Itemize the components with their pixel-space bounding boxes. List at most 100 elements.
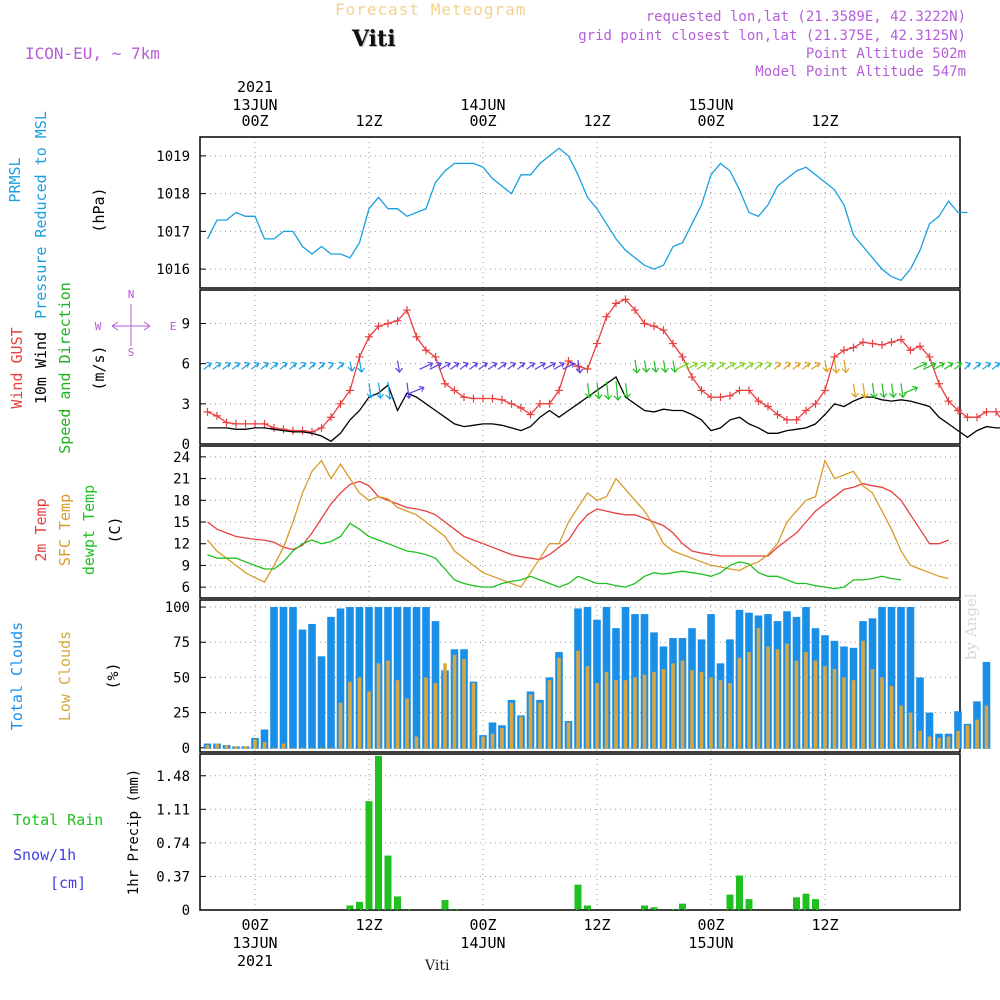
gust-marker: [707, 393, 715, 402]
wind-direction-arrow: [453, 361, 460, 368]
series-line-sfc-temp: [207, 458, 949, 588]
wind-direction-arrow: [615, 380, 619, 400]
wind-direction-arrow: [739, 361, 746, 368]
series-line-pressure: [206, 147, 968, 282]
total-cloud-bar: [327, 616, 335, 749]
total-cloud-bar: [954, 711, 962, 749]
gust-marker: [688, 373, 696, 382]
gust-marker: [650, 322, 658, 331]
wind-direction-arrow: [900, 383, 904, 398]
wind-direction-arrow: [272, 361, 279, 368]
wind-direction-arrow: [810, 362, 821, 370]
gust-marker: [973, 413, 981, 422]
rain-bar: [793, 897, 800, 910]
low-cloud-bar: [424, 677, 428, 749]
gust-marker: [773, 410, 782, 419]
precip-legend-label: Snow/1h: [13, 846, 76, 864]
rain-bar: [812, 899, 819, 910]
wind-direction-arrow: [729, 361, 736, 368]
series-line-2m-temp: [207, 480, 949, 561]
y-tick-label: 1.11: [156, 802, 190, 818]
wind-direction-arrow: [696, 362, 707, 370]
low-cloud-bar: [623, 680, 628, 749]
gust-marker: [745, 386, 753, 395]
panel-axis-label: Speed and Direction: [56, 282, 74, 454]
panel-wind: 0 3 6 9 Wind GUST 10m Wind Speed and Direction…: [8, 282, 1000, 454]
wind-direction-arrow: [683, 361, 690, 368]
gust-marker: [270, 423, 278, 432]
gust-marker: [488, 394, 497, 403]
gust-marker: [526, 410, 535, 419]
total-cloud-bar: [289, 607, 297, 749]
wind-direction-arrow: [965, 361, 972, 368]
low-cloud-bar: [300, 747, 305, 749]
chart-panels: 1016 1017 1018 1019 PRMSL Pressure Reduced to…: [6, 111, 1000, 919]
y-tick-label: 21: [173, 472, 190, 488]
wind-direction-arrow: [409, 386, 424, 394]
low-cloud-bar: [661, 668, 666, 749]
wind-direction-arrow: [613, 395, 622, 401]
low-cloud-bar: [614, 680, 618, 749]
gust-marker: [612, 299, 620, 308]
wind-direction-arrow: [215, 361, 222, 368]
wind-direction-arrow: [662, 360, 667, 373]
low-cloud-bar: [272, 747, 276, 749]
gust-marker: [222, 418, 231, 427]
low-cloud-bar: [642, 674, 647, 749]
top-time-tick-hour: 00Z: [697, 112, 724, 130]
wind-direction-arrow: [234, 361, 241, 368]
compass-west: W: [95, 320, 102, 333]
wind-direction-arrow: [427, 361, 434, 368]
low-cloud-bar: [395, 680, 400, 749]
wind-direction-arrow: [757, 361, 764, 368]
gust-marker: [925, 352, 934, 361]
gridpoint-coordinates: grid point closest lon,lat (21.375E, 42.…: [578, 28, 966, 44]
low-cloud-bar: [357, 677, 362, 749]
wind-direction-arrow: [724, 362, 736, 370]
wind-direction-arrow: [510, 361, 517, 368]
wind-direction-arrow: [260, 362, 269, 370]
wind-direction-arrow: [338, 361, 345, 368]
watermark: by Angel: [962, 593, 980, 660]
wind-direction-arrow: [975, 361, 982, 368]
low-cloud-bar: [405, 698, 409, 749]
wind-direction-arrow: [795, 361, 802, 368]
wind-direction-arrow: [358, 360, 363, 373]
low-cloud-bar: [310, 747, 314, 749]
wind-direction-arrow: [661, 367, 669, 374]
wind-direction-arrow: [487, 362, 498, 370]
wind-direction-arrow: [754, 362, 763, 370]
gust-marker: [498, 395, 506, 404]
gust-marker: [954, 406, 962, 415]
wind-direction-arrow: [291, 361, 298, 368]
panel-labels-clouds: Total Clouds Low Clouds (%): [8, 622, 122, 730]
panel-temperature: 6 9 12 15 18 21 24 2m Temp SFC Temp dewpt Temp (C): [32, 445, 961, 599]
gust-marker: [555, 386, 563, 395]
total-cloud-bar: [346, 607, 354, 749]
low-cloud-bar: [538, 702, 542, 749]
gust-marker: [203, 407, 212, 416]
rain-bar: [650, 907, 658, 910]
rain-bar: [574, 884, 582, 910]
rain-bar: [394, 896, 401, 910]
compass-legend: N S W E: [95, 288, 177, 359]
wind-direction-arrow: [594, 394, 603, 400]
gust-marker: [982, 407, 991, 416]
wind-direction-arrow: [300, 361, 307, 368]
wind-direction-arrow: [889, 392, 897, 399]
low-cloud-bar: [775, 649, 780, 749]
gust-marker: [963, 413, 972, 422]
low-cloud-bar: [262, 742, 267, 749]
gust-marker: [279, 425, 288, 434]
wind-direction-arrow: [444, 361, 451, 368]
wind-direction-arrow: [676, 362, 689, 370]
y-tick-label: 1018: [156, 187, 190, 203]
wind-direction-arrow: [436, 361, 443, 368]
low-cloud-bar: [253, 739, 257, 749]
wind-direction-arrow: [913, 362, 927, 370]
wind-direction-arrow: [206, 361, 213, 368]
gust-marker: [716, 393, 725, 402]
rain-bar: [641, 905, 648, 910]
wind-direction-arrow: [366, 393, 375, 399]
total-cloud-bar: [916, 677, 924, 749]
